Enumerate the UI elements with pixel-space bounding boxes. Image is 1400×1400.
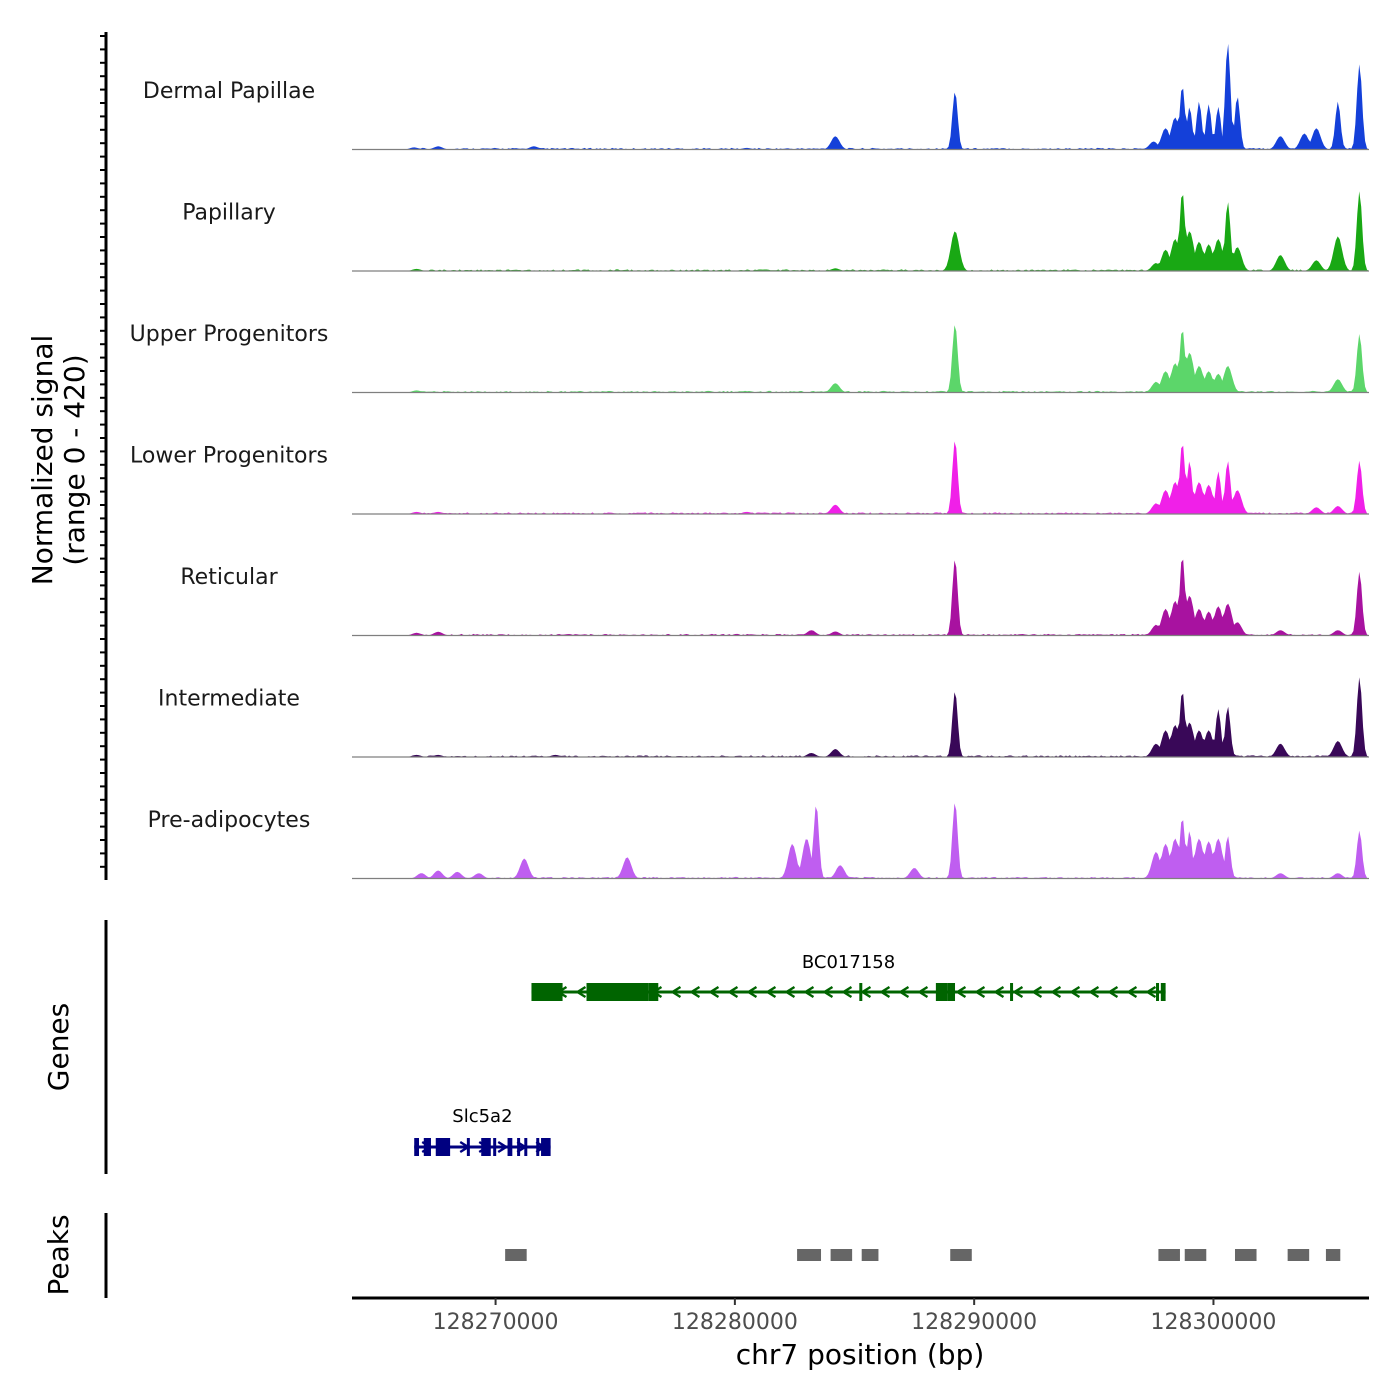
gene-strand-arrow-1 [497, 1140, 509, 1154]
gene-exon-1-0 [414, 1138, 420, 1156]
gene-exon-1-10 [541, 1138, 551, 1156]
genes-panel: Genes BC017158 Slc5a2 [42, 920, 1166, 1174]
gene-strand-arrow-0 [822, 985, 834, 999]
gene-strand-arrow-0 [727, 985, 739, 999]
ylabel-line1: Normalized signal [26, 335, 59, 586]
signal-area-5 [352, 677, 1369, 757]
peak-region-4 [950, 1249, 972, 1261]
gene-exon-0-1 [586, 983, 594, 1001]
gene-exon-1-6 [507, 1138, 513, 1156]
signal-area-6 [352, 803, 1369, 879]
gene-strand-arrow-0 [1088, 985, 1100, 999]
gene-strand-arrow-0 [955, 985, 967, 999]
gene-strand-arrow-0 [708, 985, 720, 999]
gene-strand-arrow-0 [689, 985, 701, 999]
gene-strand-arrow-0 [1126, 985, 1138, 999]
gene-strand-arrow-0 [746, 985, 758, 999]
track-label-6: Pre-adipocytes [148, 808, 311, 833]
gene-exon-1-1 [423, 1138, 431, 1156]
gene-exon-0-9 [1156, 983, 1160, 1001]
x-axis: chr7 position (bp) 128270000 128280000 128… [352, 1296, 1369, 1371]
gene-exon-0-6 [935, 983, 948, 1001]
gene-exon-0-4 [648, 983, 659, 1001]
signal-area-0 [352, 43, 1369, 150]
gene-strand-arrow-0 [1012, 985, 1024, 999]
gene-exon-0-5 [859, 983, 863, 1001]
signal-area-2 [352, 325, 1369, 393]
gene-exon-1-3 [466, 1138, 470, 1156]
gene-exon-0-8 [1010, 983, 1014, 1001]
gene-strand-arrow-0 [1031, 985, 1043, 999]
peak-regions [505, 1249, 1341, 1261]
peaks-panel: Peaks [42, 1213, 1341, 1298]
gene-exon-1-9 [536, 1138, 540, 1156]
track-label-1: Papillary [182, 201, 276, 226]
x-tick-label-1: 128280000 [672, 1310, 798, 1335]
gene-strand-arrow-0 [765, 985, 777, 999]
peak-region-2 [830, 1249, 853, 1261]
peak-region-7 [1234, 1249, 1257, 1261]
peaks-axis-title: Peaks [42, 1214, 75, 1295]
peak-region-5 [1158, 1249, 1180, 1261]
gene-exon-0-0 [531, 983, 563, 1001]
x-tick-label-0: 128270000 [433, 1310, 559, 1335]
gene-strand-arrow-0 [879, 985, 891, 999]
gene-exon-0-2 [591, 983, 630, 1001]
gene-strand-arrow-0 [803, 985, 815, 999]
gene-strand-arrow-0 [898, 985, 910, 999]
gene-label-0: BC017158 [802, 952, 895, 973]
signal-area-3 [352, 441, 1369, 514]
signal-tracks [352, 43, 1369, 880]
gene-exon-0-10 [1160, 983, 1166, 1001]
x-tick-label-3: 128300000 [1150, 1310, 1276, 1335]
gene-strand-arrow-0 [1145, 985, 1157, 999]
peak-region-0 [505, 1249, 527, 1261]
gene-label-1: Slc5a2 [452, 1106, 512, 1127]
ylabel-line2: (range 0 - 420) [58, 354, 91, 565]
peak-region-9 [1325, 1249, 1341, 1261]
signal-area-4 [352, 559, 1369, 636]
track-label-4: Reticular [180, 565, 278, 590]
genes-axis-title: Genes [42, 1003, 75, 1091]
gene-strand-arrow-0 [917, 985, 929, 999]
signal-y-axis [100, 32, 108, 880]
gene-exon-1-4 [481, 1138, 491, 1156]
gene-strand-arrow-0 [841, 985, 853, 999]
track-label-0: Dermal Papillae [143, 79, 315, 104]
gene-strand-arrow-0 [1050, 985, 1062, 999]
gene-strand-arrow-0 [1107, 985, 1119, 999]
track-labels: Dermal Papillae Papillary Upper Progenitor… [130, 79, 329, 833]
peak-region-6 [1184, 1249, 1207, 1261]
gene-strand-arrow-0 [670, 985, 682, 999]
x-tick-label-2: 128290000 [911, 1310, 1037, 1335]
gene-strand-arrow-0 [1069, 985, 1081, 999]
peak-region-8 [1287, 1249, 1310, 1261]
track-label-3: Lower Progenitors [130, 444, 328, 469]
gene-exon-1-5 [493, 1138, 497, 1156]
track-label-5: Intermediate [158, 687, 300, 712]
gene-strand-arrow-0 [575, 985, 587, 999]
gene-exon-1-7 [517, 1138, 521, 1156]
gene-exon-1-8 [524, 1138, 528, 1156]
gene-exon-0-3 [622, 983, 649, 1001]
gene-strand-arrow-0 [993, 985, 1005, 999]
gene-models: BC017158 Slc5a2 [414, 952, 1166, 1156]
gene-strand-arrow-0 [860, 985, 872, 999]
gene-strand-arrow-0 [784, 985, 796, 999]
gene-strand-arrow-0 [974, 985, 986, 999]
signal-area-1 [352, 191, 1369, 271]
peak-region-1 [797, 1249, 822, 1261]
track-label-2: Upper Progenitors [130, 322, 329, 347]
peak-region-3 [861, 1249, 879, 1261]
signal-axis-title: Normalized signal (range 0 - 420) [26, 335, 91, 586]
gene-exon-0-7 [947, 983, 956, 1001]
x-axis-title: chr7 position (bp) [736, 1338, 985, 1371]
gene-exon-1-2 [435, 1138, 451, 1156]
